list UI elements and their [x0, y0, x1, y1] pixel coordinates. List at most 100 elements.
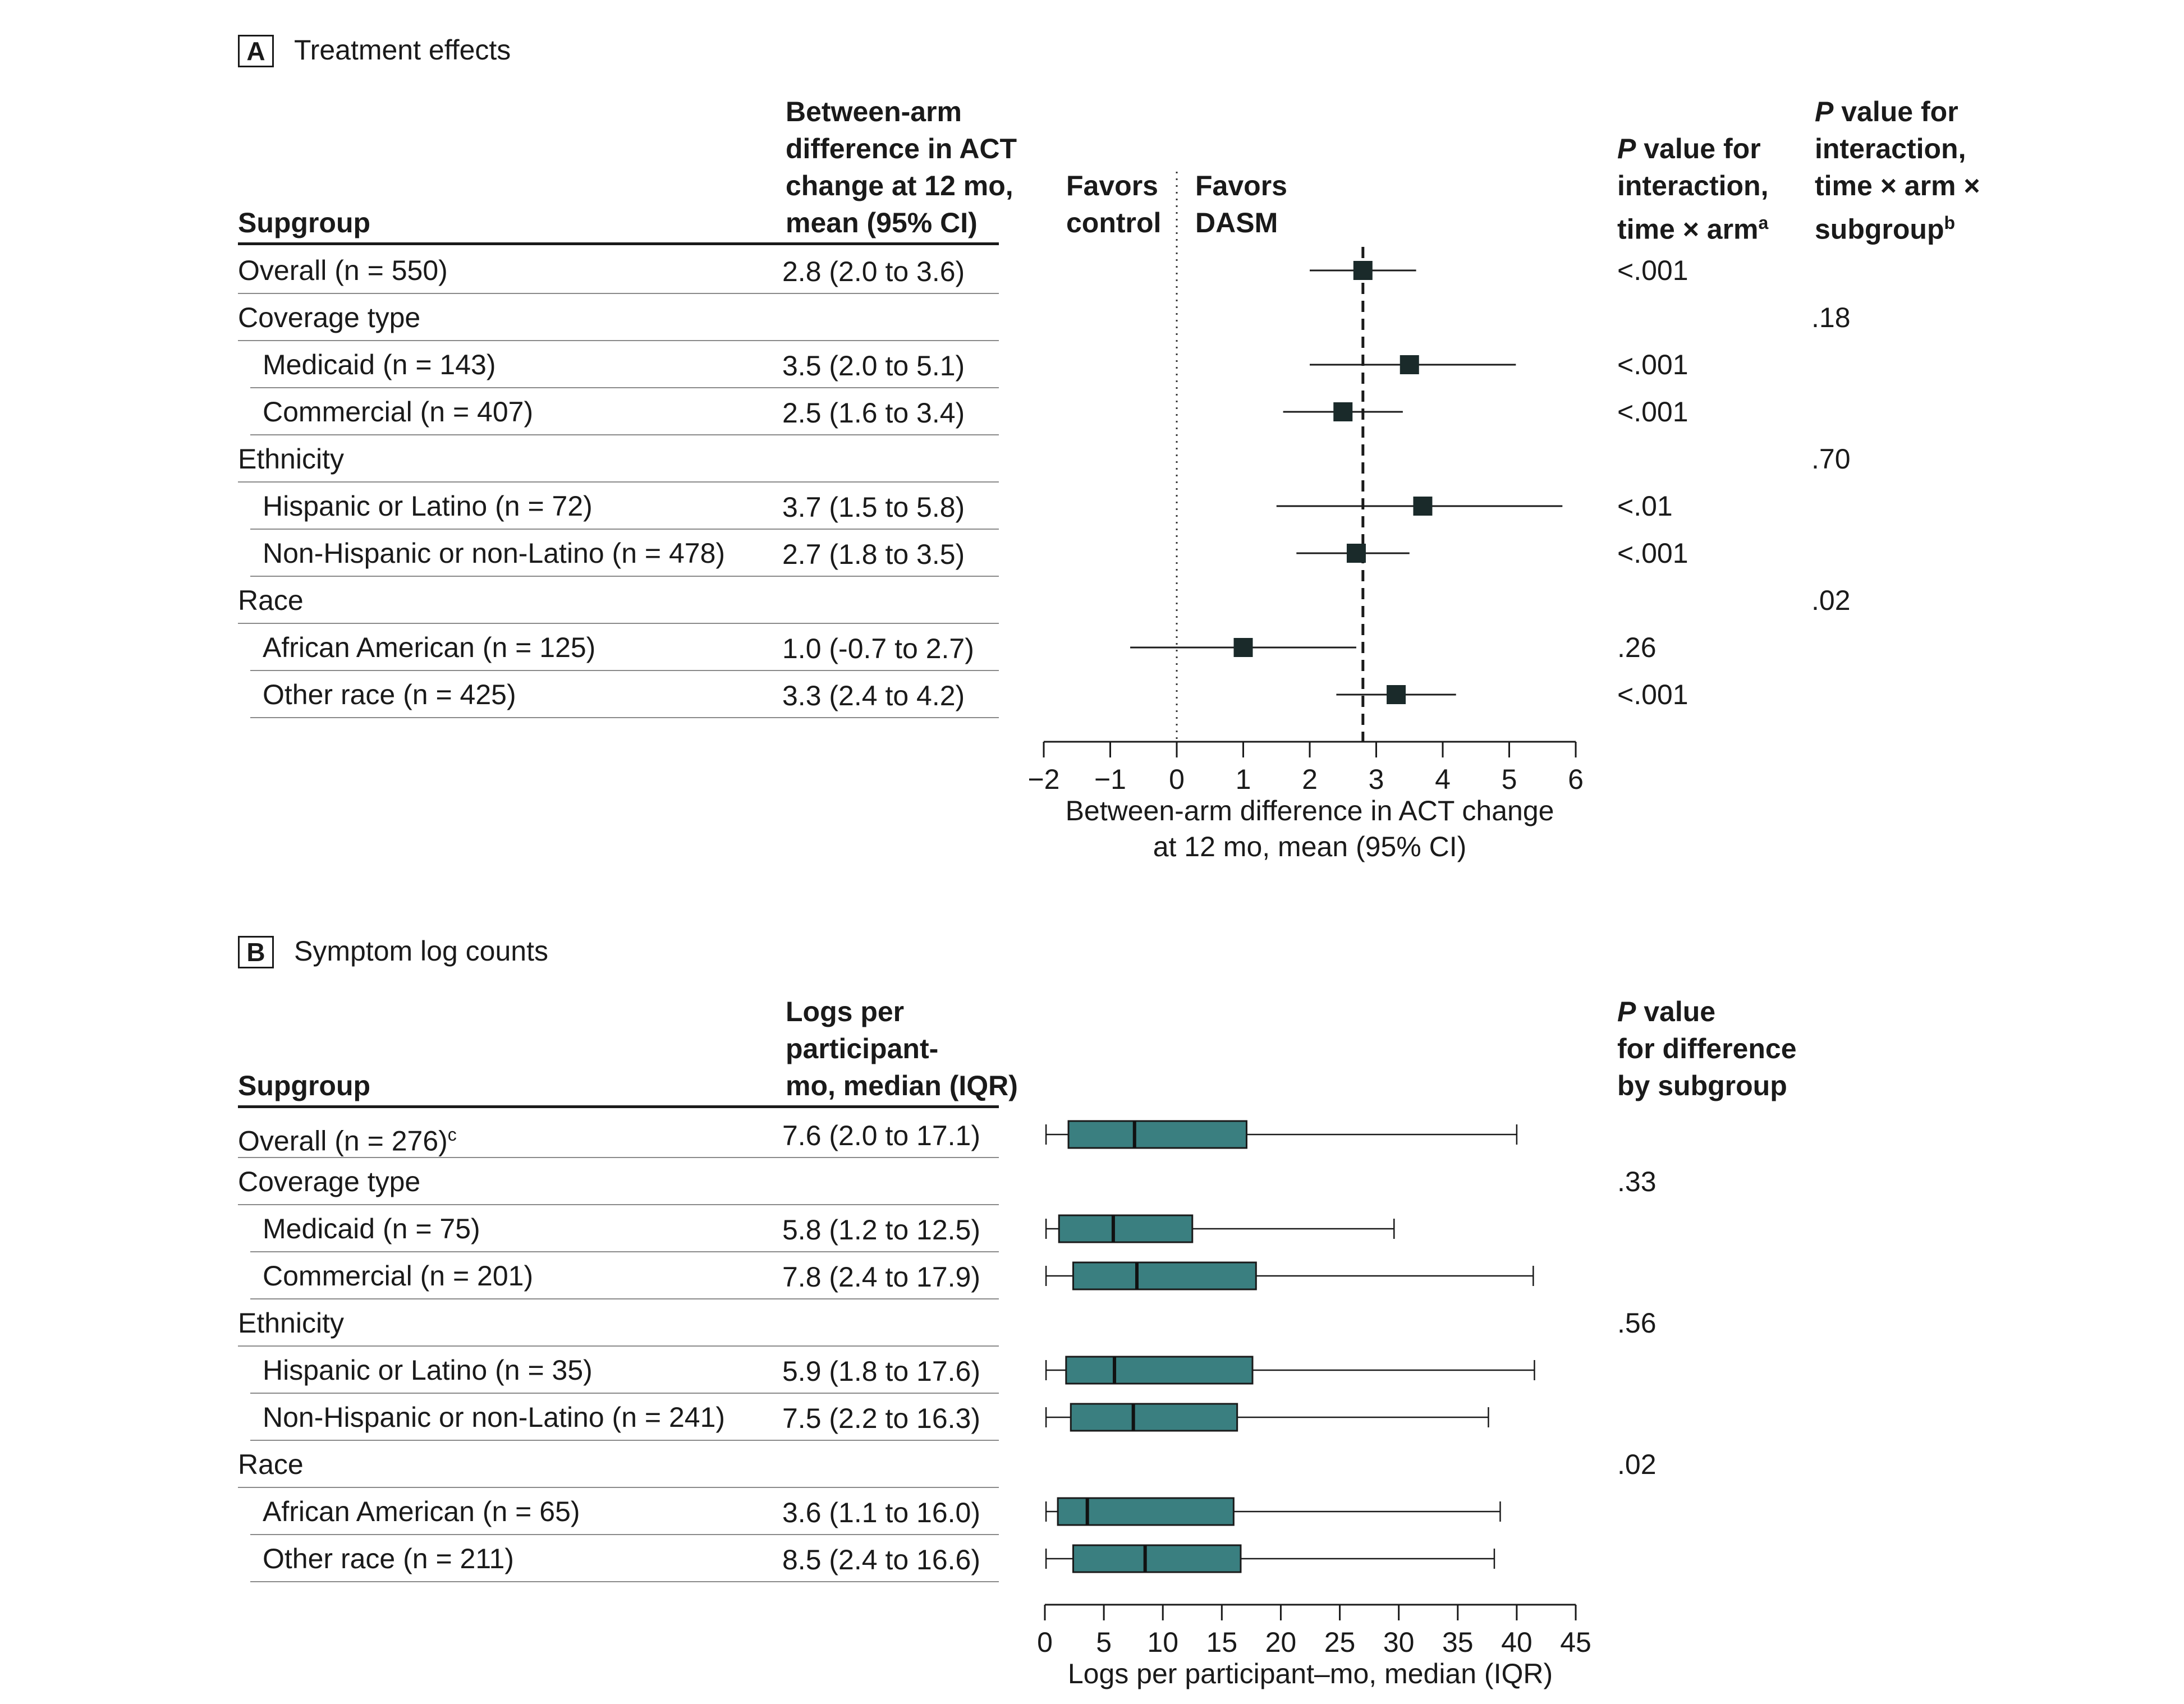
row-rule [238, 293, 999, 294]
iqr-box [1070, 1403, 1238, 1432]
row-label: Overall (n = 550) [238, 255, 448, 286]
x-tick-label: 0 [1169, 764, 1185, 795]
header-p-line: value for [1833, 96, 1958, 127]
row-estimate: 7.5 (2.2 to 16.3) [782, 1403, 981, 1434]
x-tick-label: 30 [1383, 1627, 1415, 1658]
x-tick-label: 5 [1502, 764, 1517, 795]
x-tick-label: 25 [1324, 1627, 1356, 1658]
row-p-subgroup: .02 [1617, 1449, 1657, 1480]
x-tick-label: 4 [1435, 764, 1451, 795]
row-label: Other race (n = 211) [263, 1543, 514, 1574]
point-estimate-marker [1233, 638, 1253, 657]
x-tick-label: 6 [1568, 764, 1584, 795]
iqr-box [1072, 1544, 1242, 1573]
header-estimate-line: Between-arm [786, 96, 962, 127]
row-label: Ethnicity [238, 1307, 344, 1339]
row-p-time-arm: <.001 [1617, 396, 1689, 428]
favors-control-line: Favors [1066, 170, 1158, 201]
row-estimate: 3.6 (1.1 to 16.0) [782, 1497, 981, 1528]
row-label: Other race (n = 425) [263, 679, 516, 710]
header-estimate-line: participant- [786, 1033, 939, 1064]
row-rule [238, 340, 999, 341]
header-p-line: time × arm [1617, 213, 1759, 245]
row-estimate: 7.8 (2.4 to 17.9) [782, 1261, 981, 1293]
row-p-time-arm: <.01 [1617, 490, 1673, 522]
row-estimate: 7.6 (2.0 to 17.1) [782, 1120, 981, 1151]
panel-a-letter: A [238, 35, 274, 67]
row-p-time-arm: <.001 [1617, 255, 1689, 286]
x-tick-label: 15 [1206, 1627, 1238, 1658]
x-tick-label: 10 [1147, 1627, 1178, 1658]
x-tick-label: 40 [1501, 1627, 1533, 1658]
x-tick-label: 35 [1442, 1627, 1474, 1658]
row-label: Race [238, 585, 304, 616]
header-estimate-line: change at 12 mo, [786, 170, 1013, 201]
row-rule [238, 623, 999, 624]
row-rule [238, 1487, 999, 1488]
row-rule [250, 1393, 999, 1394]
row-estimate: 3.3 (2.4 to 4.2) [782, 680, 965, 711]
x-axis-label: Logs per participant–mo, median (IQR) [1068, 1658, 1553, 1689]
x-tick-label: 2 [1302, 764, 1318, 795]
row-estimate: 5.9 (1.8 to 17.6) [782, 1356, 981, 1387]
header-estimate-line: Logs per [786, 996, 905, 1027]
header-estimate-line: mean (95% CI) [786, 207, 978, 238]
footnote-marker: b [1944, 213, 1956, 233]
row-rule [250, 670, 999, 671]
iqr-box [1072, 1261, 1257, 1290]
x-tick-label: 1 [1236, 764, 1251, 795]
panel-a-header-subgroup: Supgroup [238, 207, 371, 238]
x-tick-label: 45 [1560, 1627, 1591, 1658]
header-estimate-line: mo, median (IQR) [786, 1070, 1018, 1101]
row-rule [238, 1345, 999, 1347]
row-label: Non-Hispanic or non-Latino (n = 478) [263, 538, 726, 569]
row-rule [250, 717, 999, 718]
iqr-box [1067, 1120, 1247, 1149]
row-label: Hispanic or Latino (n = 72) [263, 490, 593, 522]
row-label: Overall (n = 276)c [238, 1124, 457, 1157]
panel-b-header-estimate: Logs per participant- mo, median (IQR) [786, 993, 1018, 1104]
row-label: Medicaid (n = 143) [263, 349, 496, 380]
panel-b-header-subgroup: Supgroup [238, 1070, 371, 1101]
point-estimate-marker [1413, 497, 1433, 516]
footnote-marker: c [447, 1124, 457, 1145]
x-tick-label: −1 [1094, 764, 1126, 795]
row-estimate: 2.8 (2.0 to 3.6) [782, 256, 965, 287]
row-rule [250, 387, 999, 388]
row-label: Hispanic or Latino (n = 35) [263, 1354, 593, 1386]
x-tick-label: −2 [1027, 764, 1059, 795]
point-estimate-marker [1346, 544, 1366, 563]
row-rule [250, 576, 999, 577]
x-axis-label: Between-arm difference in ACT change [1066, 795, 1554, 826]
favors-dasm-line: Favors [1195, 170, 1287, 201]
row-p-time-arm: .26 [1617, 632, 1657, 663]
row-p-subgroup: .56 [1617, 1307, 1657, 1339]
row-rule [250, 434, 999, 435]
row-label: Ethnicity [238, 443, 344, 475]
row-rule [250, 1534, 999, 1535]
p-italic: P [1815, 96, 1834, 127]
row-label: Coverage type [238, 1166, 421, 1197]
row-estimate: 5.8 (1.2 to 12.5) [782, 1214, 981, 1246]
header-estimate-line: difference in ACT [786, 133, 1017, 164]
x-tick-label: 5 [1096, 1627, 1112, 1658]
favors-dasm-label: Favors DASM [1195, 167, 1287, 241]
row-rule [238, 1157, 999, 1158]
panel-a-header-p-subgroup: P value for interaction, time × arm × su… [1815, 93, 1980, 248]
row-estimate: 8.5 (2.4 to 16.6) [782, 1544, 981, 1576]
row-estimate: 1.0 (-0.7 to 2.7) [782, 633, 974, 664]
panel-a-title: Treatment effects [294, 34, 511, 66]
point-estimate-marker [1333, 402, 1353, 421]
row-rule [250, 1440, 999, 1441]
row-rule [238, 481, 999, 483]
panel-a-header-estimate: Between-arm difference in ACT change at … [786, 93, 1017, 241]
row-label: Commercial (n = 201) [263, 1260, 534, 1292]
panel-b-header-rule [238, 1105, 999, 1108]
header-p-line: value [1636, 996, 1716, 1027]
row-label: Race [238, 1449, 304, 1480]
row-label: Non-Hispanic or non-Latino (n = 241) [263, 1402, 726, 1433]
iqr-box [1065, 1356, 1254, 1385]
forest-plot: −2 −1 0 1 2 3 4 5 6 Between-arm difference in ACT… [1027, 172, 1584, 862]
